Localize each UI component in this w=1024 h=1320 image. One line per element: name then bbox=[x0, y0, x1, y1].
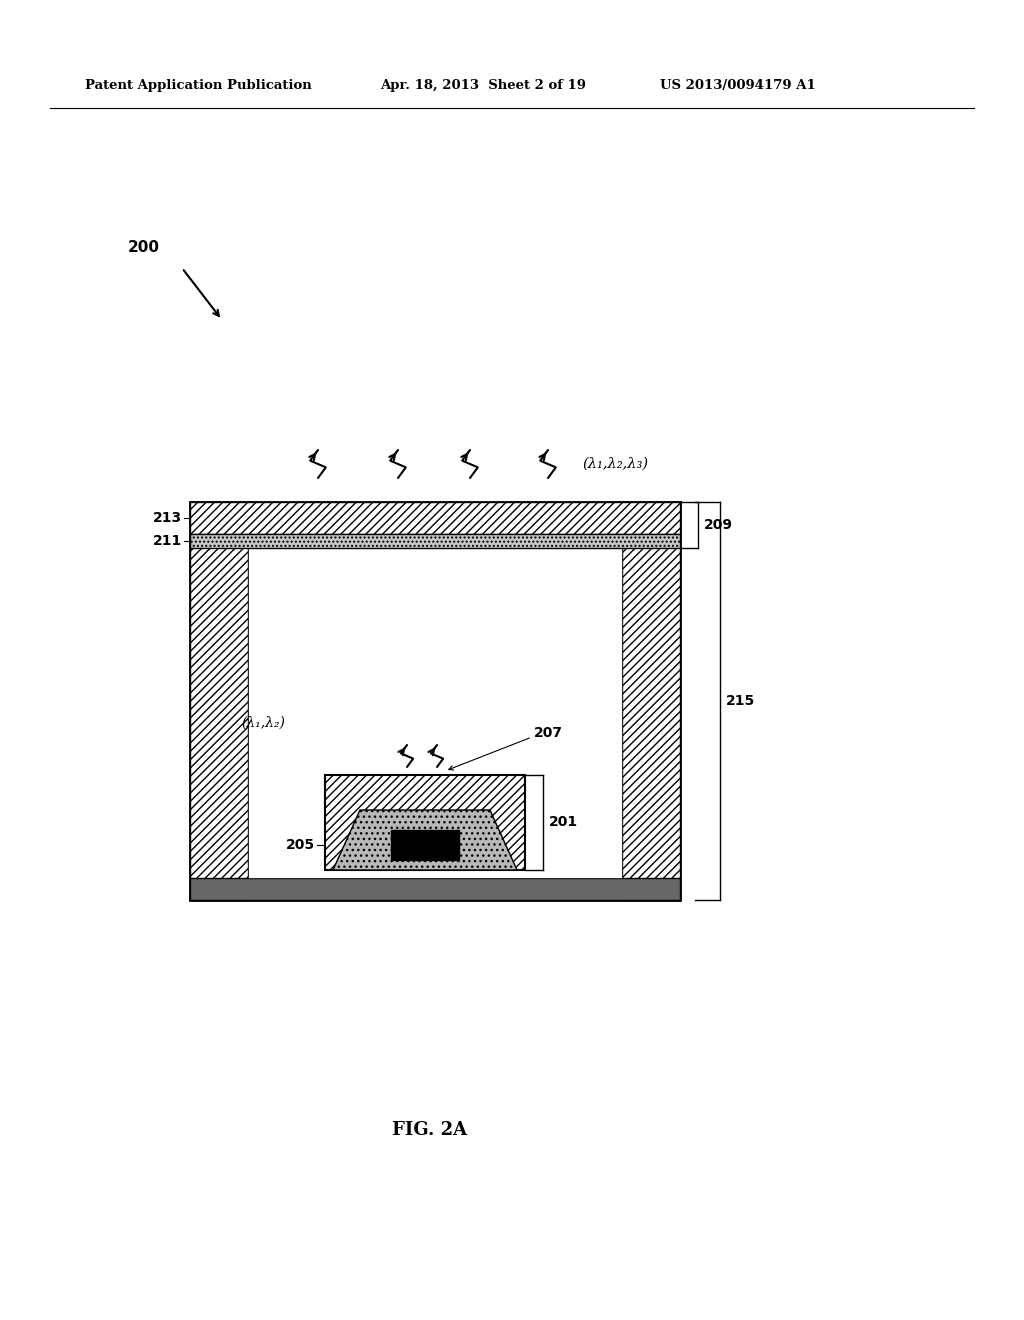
Bar bbox=[325, 775, 525, 870]
Text: FIG. 2A: FIG. 2A bbox=[392, 1121, 468, 1139]
Text: (λ₁,λ₂): (λ₁,λ₂) bbox=[241, 715, 285, 730]
Text: Apr. 18, 2013  Sheet 2 of 19: Apr. 18, 2013 Sheet 2 of 19 bbox=[380, 78, 586, 91]
Text: 200: 200 bbox=[128, 240, 160, 256]
Bar bbox=[190, 502, 680, 900]
Polygon shape bbox=[333, 810, 517, 870]
Bar bbox=[190, 878, 680, 900]
Text: Patent Application Publication: Patent Application Publication bbox=[85, 78, 311, 91]
Text: (λ₁,λ₂,λ₃): (λ₁,λ₂,λ₃) bbox=[582, 457, 648, 471]
Bar bbox=[622, 502, 680, 900]
Bar bbox=[248, 548, 622, 878]
Text: US 2013/0094179 A1: US 2013/0094179 A1 bbox=[660, 78, 816, 91]
Text: 201: 201 bbox=[549, 816, 579, 829]
Text: 209: 209 bbox=[705, 517, 733, 532]
Text: 207: 207 bbox=[534, 726, 563, 741]
Bar bbox=[190, 502, 248, 900]
Text: 211: 211 bbox=[153, 535, 182, 548]
Text: 213: 213 bbox=[153, 511, 182, 525]
Bar bbox=[190, 535, 680, 548]
Bar bbox=[190, 502, 680, 535]
Text: 215: 215 bbox=[726, 694, 756, 708]
Bar bbox=[391, 830, 459, 861]
Text: 205: 205 bbox=[286, 838, 315, 851]
